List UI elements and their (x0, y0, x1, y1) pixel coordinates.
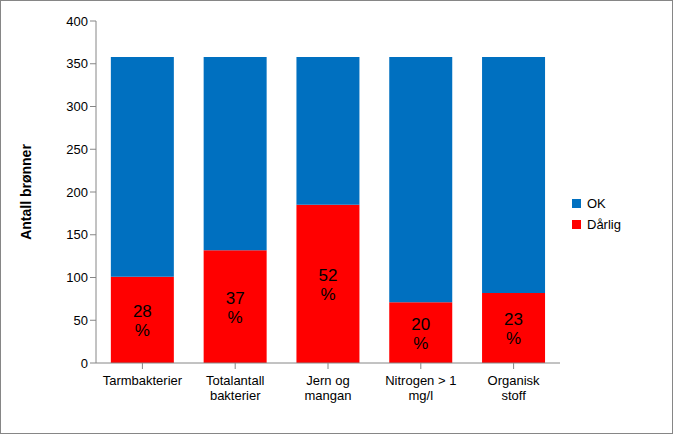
svg-text:37%: 37% (226, 289, 245, 327)
svg-text:150: 150 (66, 227, 88, 242)
svg-text:300: 300 (66, 99, 88, 114)
svg-text:250: 250 (66, 142, 88, 157)
svg-text:Tarmbakterier: Tarmbakterier (103, 373, 183, 388)
svg-text:23%: 23% (504, 310, 523, 348)
svg-text:Totalantallbakterier: Totalantallbakterier (206, 373, 265, 403)
svg-text:Organiskstoff: Organiskstoff (488, 373, 541, 403)
svg-text:28%: 28% (133, 302, 152, 340)
svg-text:100: 100 (66, 270, 88, 285)
html-text:OK: OK (587, 196, 606, 211)
svg-text:200: 200 (66, 185, 88, 200)
svg-text:20%: 20% (411, 315, 430, 353)
svg-text:52%: 52% (318, 266, 337, 304)
svg-text:400: 400 (66, 14, 88, 29)
svg-text:50: 50 (74, 313, 88, 328)
svg-text:Antall brønner: Antall brønner (18, 144, 34, 240)
html-text:Dårlig: Dårlig (587, 217, 621, 232)
svg-text:350: 350 (66, 56, 88, 71)
svg-text:Nitrogen > 1mg/l: Nitrogen > 1mg/l (385, 373, 456, 403)
svg-text:Jern ogmangan: Jern ogmangan (305, 373, 352, 403)
svg-text:0: 0 (81, 356, 88, 371)
